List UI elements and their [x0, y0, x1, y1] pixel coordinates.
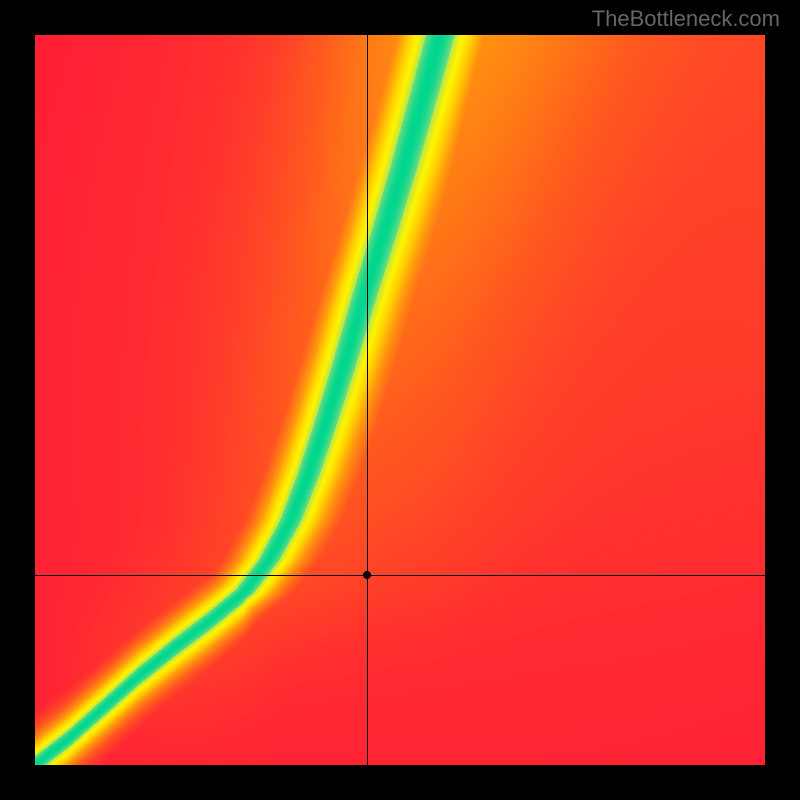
chart-container: TheBottleneck.com: [0, 0, 800, 800]
reference-point-marker: [363, 571, 371, 579]
watermark-text: TheBottleneck.com: [592, 6, 780, 32]
heatmap-canvas: [35, 35, 765, 765]
plot-area: [35, 35, 765, 765]
crosshair-vertical: [367, 35, 368, 765]
crosshair-horizontal: [35, 575, 765, 576]
